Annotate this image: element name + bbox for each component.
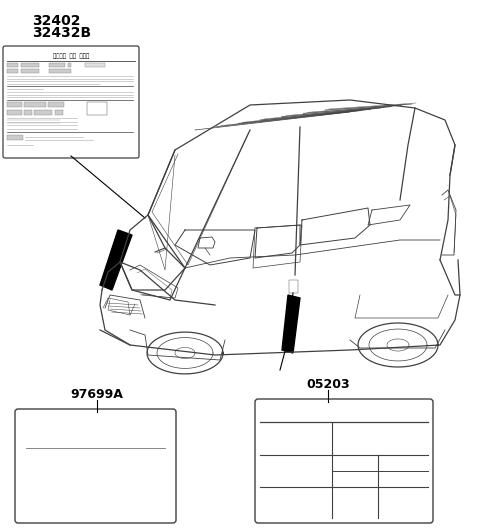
- Bar: [24, 110, 32, 115]
- Bar: [7, 110, 22, 115]
- Bar: [7, 69, 18, 72]
- Polygon shape: [100, 230, 132, 290]
- Bar: [87, 102, 107, 115]
- Bar: [49, 69, 71, 72]
- Bar: [49, 63, 65, 66]
- Polygon shape: [282, 295, 300, 353]
- Bar: [48, 102, 64, 107]
- Text: 32402: 32402: [32, 14, 81, 28]
- Bar: [7, 102, 22, 107]
- Bar: [55, 110, 63, 115]
- Bar: [21, 63, 39, 66]
- Bar: [21, 69, 39, 72]
- Text: 배출가스  인증  정보표: 배출가스 인증 정보표: [53, 53, 89, 59]
- Bar: [7, 63, 18, 66]
- Text: 32432B: 32432B: [32, 26, 91, 40]
- Bar: [24, 102, 46, 107]
- Text: 97699A: 97699A: [71, 388, 123, 401]
- Text: 05203: 05203: [306, 378, 350, 391]
- FancyBboxPatch shape: [255, 399, 433, 523]
- Bar: [85, 63, 105, 66]
- Bar: [289, 280, 298, 293]
- Bar: [34, 110, 52, 115]
- Bar: [7, 135, 23, 140]
- Bar: [68, 63, 71, 66]
- FancyBboxPatch shape: [3, 46, 139, 158]
- FancyBboxPatch shape: [15, 409, 176, 523]
